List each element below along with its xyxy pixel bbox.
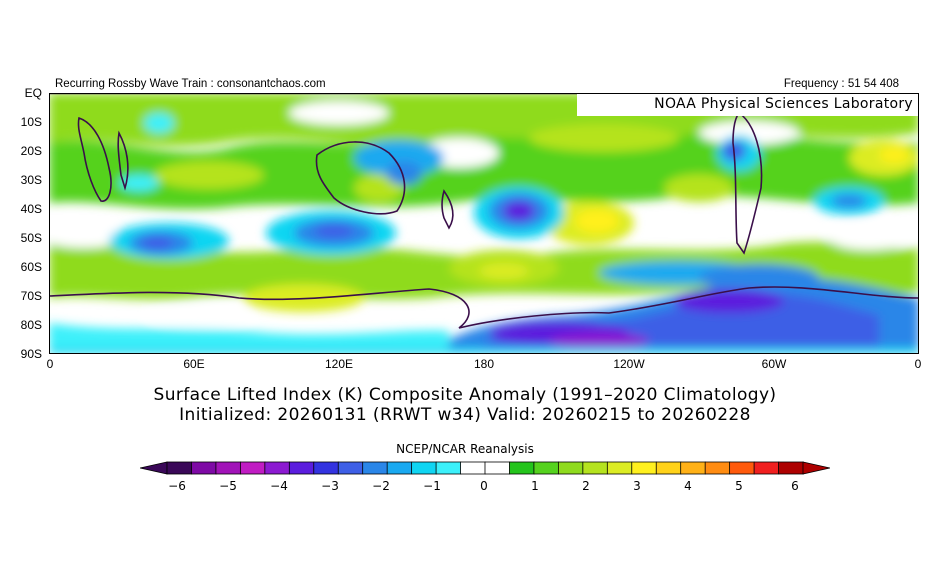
coastlines: [49, 111, 919, 329]
lat-label-90s: 90S: [20, 347, 42, 361]
colorbar-tick-label: 1: [531, 479, 539, 493]
lat-label-80s: 80S: [20, 318, 42, 332]
colorbar-swatch: [215, 461, 242, 475]
colorbar-swatch: [778, 461, 804, 475]
colorbar-tick-label: 2: [582, 479, 590, 493]
colorbar-swatch: [191, 461, 217, 475]
colorbar-swatch: [655, 461, 682, 475]
africa-coast: [77, 116, 112, 202]
colorbar-swatch: [460, 461, 486, 475]
anomaly-map: [49, 93, 919, 354]
colorbar-swatch: [606, 461, 633, 475]
colorbar-tick-label: −2: [372, 479, 390, 493]
colorbar-tick-label: 4: [684, 479, 692, 493]
lon-label-180: 180: [473, 357, 495, 371]
chart-title-line2: Initialized: 20260131 (RRWT w34) Valid: …: [179, 405, 751, 425]
colorbar-swatch: [313, 461, 339, 475]
colorbar-tick-label: 6: [791, 479, 799, 493]
lat-label-50s: 50S: [20, 231, 42, 245]
colorbar-swatch: [631, 461, 657, 475]
header-left-text: Recurring Rossby Wave Train : consonantc…: [55, 78, 326, 90]
chart-title-line1: Surface Lifted Index (K) Composite Anoma…: [153, 385, 777, 405]
colorbar-tick-label: −4: [270, 479, 288, 493]
colorbar-swatch: [557, 461, 584, 475]
colorbar-swatch: [582, 461, 609, 475]
colorbar-tick-label: −5: [219, 479, 237, 493]
colorbar-under-cap: [140, 461, 168, 475]
colorbar-title: NCEP/NCAR Reanalysis: [396, 442, 534, 456]
lon-label-0: 0: [46, 357, 54, 371]
colorbar-swatch: [386, 461, 413, 475]
australia-coast: [315, 141, 406, 215]
colorbar-swatch: [484, 461, 511, 475]
colorbar-swatch: [680, 461, 706, 475]
colorbar: [140, 461, 830, 475]
lat-label-70s: 70S: [20, 289, 42, 303]
lat-label-40s: 40S: [20, 202, 42, 216]
colorbar-swatch: [337, 461, 364, 475]
lon-label-60w: 60W: [761, 357, 787, 371]
header-right-text: Frequency : 51 54 408: [783, 78, 899, 90]
south-america-coast: [732, 111, 763, 255]
lat-label-60s: 60S: [20, 260, 42, 274]
colorbar-tick-label: −6: [168, 479, 186, 493]
colorbar-swatch: [264, 461, 291, 475]
colorbar-swatch: [753, 461, 780, 475]
lon-label-0-right: 0: [914, 357, 922, 371]
colorbar-swatch: [435, 461, 462, 475]
colorbar-swatch: [509, 461, 535, 475]
lon-label-120w: 120W: [613, 357, 645, 371]
colorbar-tick-label: 0: [480, 479, 488, 493]
colorbar-swatch: [166, 461, 193, 475]
lon-label-60e: 60E: [183, 357, 205, 371]
colorbar-tick-label: 5: [735, 479, 743, 493]
madagascar-coast: [117, 130, 129, 191]
lat-label-20s: 20S: [20, 144, 42, 158]
colorbar-tick-label: −1: [423, 479, 441, 493]
lat-label-10s: 10S: [20, 115, 42, 129]
colorbar-swatch: [729, 461, 755, 475]
noaa-credit: NOAA Physical Sciences Laboratory: [577, 94, 918, 116]
lat-label-eq: EQ: [24, 86, 42, 100]
colorbar-tick-label: 3: [633, 479, 641, 493]
lat-label-30s: 30S: [20, 173, 42, 187]
colorbar-swatch: [533, 461, 560, 475]
colorbar-tick-label: −3: [321, 479, 339, 493]
map-frame: [49, 93, 919, 354]
colorbar-swatch: [411, 461, 437, 475]
lon-label-120e: 120E: [324, 357, 354, 371]
colorbar-swatch: [704, 461, 731, 475]
colorbar-over-cap: [802, 461, 830, 475]
colorbar-swatch: [362, 461, 388, 475]
colorbar-swatch: [239, 461, 266, 475]
antarctica-coast: [49, 286, 919, 329]
colorbar-swatch: [288, 461, 315, 475]
new-zealand-coast: [441, 189, 454, 230]
